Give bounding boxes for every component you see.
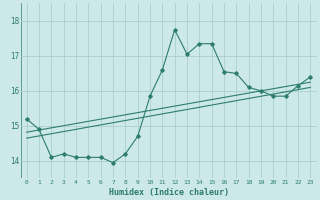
X-axis label: Humidex (Indice chaleur): Humidex (Indice chaleur) — [108, 188, 228, 197]
